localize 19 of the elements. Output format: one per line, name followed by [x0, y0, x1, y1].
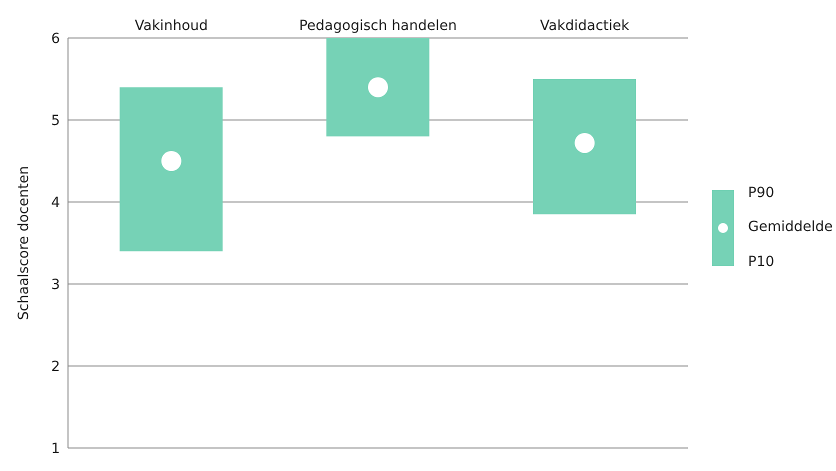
bar	[326, 38, 430, 136]
legend-label: Gemiddelde	[748, 219, 833, 235]
bar	[533, 79, 636, 214]
y-tick-label: 3	[51, 276, 60, 293]
point	[574, 132, 595, 153]
y-axis-title: Schaalscore docenten	[16, 166, 32, 320]
y-tick-label: 2	[51, 358, 60, 375]
x-tick-label: Vakinhoud	[134, 18, 208, 34]
x-tick-label: Vakdidactiek	[540, 18, 630, 34]
bar	[120, 87, 223, 252]
y-tick-label: 6	[51, 30, 60, 47]
point	[161, 151, 182, 171]
y-tick-label: 4	[51, 194, 60, 211]
text: P10	[748, 254, 774, 270]
x-tick-label: Pedagogisch handelen	[299, 18, 457, 34]
y-tick-label: 5	[51, 112, 60, 129]
point	[368, 77, 388, 98]
y-tick-label: 1	[51, 440, 60, 457]
text: P90	[748, 185, 774, 201]
